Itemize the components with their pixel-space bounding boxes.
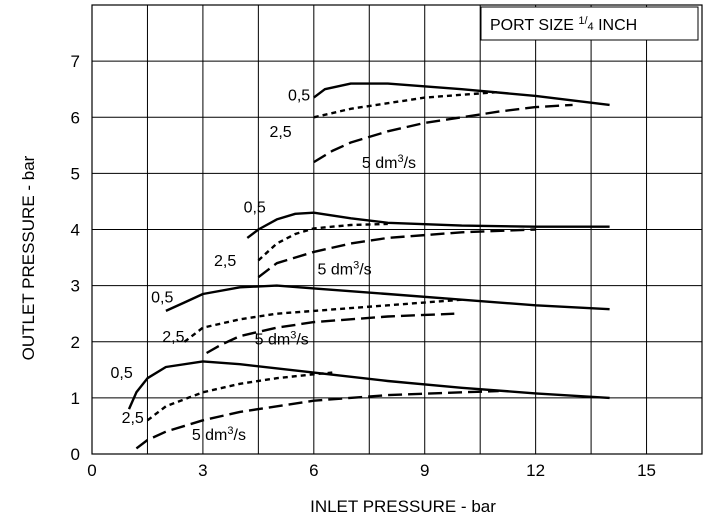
y-tick-label: 6 [71, 108, 80, 127]
curve-labels: 0,5 2,5 5 dm3/s 0,5 2,5 5 dm3/s 0,5 2,5 5 dm3/s 0… [110, 87, 416, 444]
plot-frame [91, 4, 703, 455]
series-line [257, 222, 388, 262]
y-tick-label: 5 [71, 164, 80, 183]
flow-label: 2,5 [122, 410, 144, 427]
note-suffix: INCH [594, 17, 638, 34]
y-axis-label: OUTLET PRESSURE - bar [19, 155, 38, 360]
x-tick-label: 12 [526, 461, 545, 480]
series-line [313, 103, 573, 164]
flow-label: 5 dm3/s [192, 425, 246, 444]
flow-label: 2,5 [214, 253, 236, 270]
series-layer [127, 82, 610, 450]
series-line [257, 228, 536, 279]
flow-label: 2,5 [162, 329, 184, 346]
x-tick-label: 15 [637, 461, 656, 480]
flow-label: 0,5 [288, 87, 310, 104]
svg-text:PORT SIZE 1/4 INCH: PORT SIZE 1/4 INCH [490, 15, 637, 34]
note-prefix: PORT SIZE [490, 17, 578, 34]
series-line [246, 211, 610, 239]
series-line [127, 360, 610, 410]
y-tick-label: 2 [71, 333, 80, 352]
series-line [146, 371, 333, 422]
grid [91, 4, 703, 455]
flow-label: 5 dm3/s [318, 259, 372, 278]
note-fraction-den: 4 [588, 21, 594, 33]
x-tick-label: 6 [309, 461, 318, 480]
y-tick-label: 3 [71, 277, 80, 296]
y-tick-label: 1 [71, 389, 80, 408]
flow-label: 5 dm3/s [255, 330, 309, 349]
series-line [135, 389, 499, 450]
flow-label: 0,5 [244, 200, 266, 217]
flow-label: 5 dm3/s [362, 153, 416, 172]
flow-label: 0,5 [110, 365, 132, 382]
port-size-note: PORT SIZE 1/4 INCH [480, 6, 699, 41]
x-tick-label: 3 [198, 461, 207, 480]
x-tick-label: 9 [420, 461, 429, 480]
note-box [480, 6, 699, 41]
flow-label: 2,5 [269, 124, 291, 141]
series-line [165, 284, 610, 312]
series-line [313, 82, 610, 107]
y-tick-label: 7 [71, 52, 80, 71]
series-line [206, 312, 455, 355]
y-tick-label: 0 [71, 445, 80, 464]
note-fraction-num: 1 [578, 15, 584, 27]
series-line [313, 90, 499, 119]
x-tick-label: 0 [87, 461, 96, 480]
y-tick-label: 4 [71, 221, 80, 240]
x-axis-label: INLET PRESSURE - bar [310, 497, 496, 516]
flow-label: 0,5 [151, 289, 173, 306]
series-line [183, 298, 462, 343]
